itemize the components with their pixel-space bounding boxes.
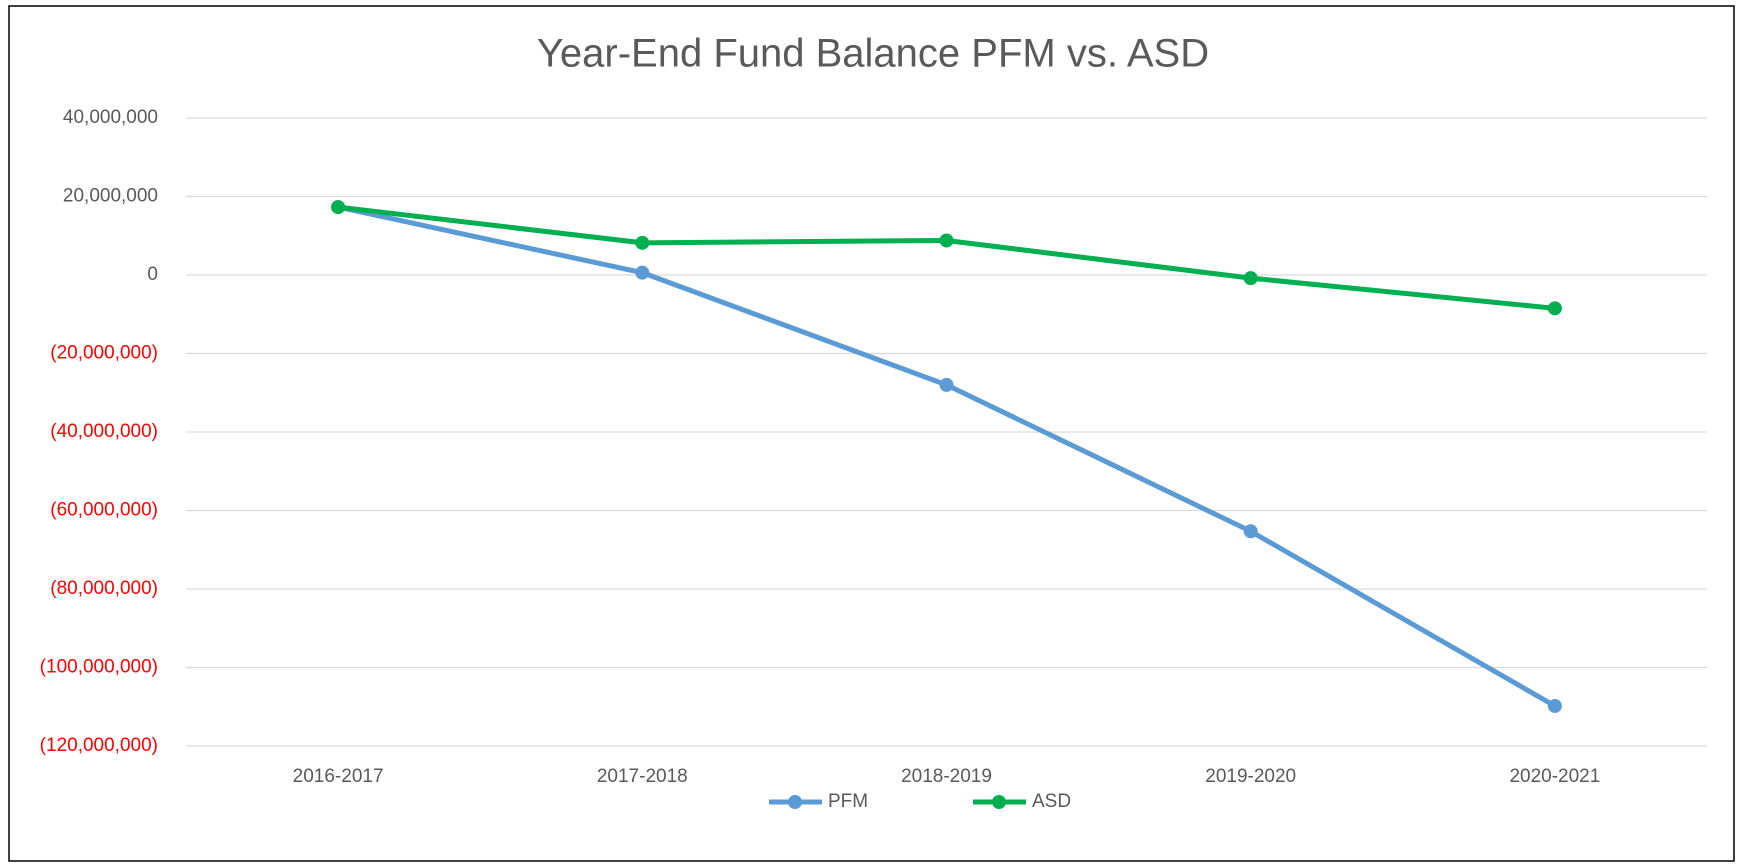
legend-label: ASD — [1032, 791, 1071, 812]
chart-border — [8, 5, 1735, 862]
data-point — [1243, 524, 1258, 539]
y-tick-label: (20,000,000) — [50, 343, 158, 364]
legend-label: PFM — [828, 791, 868, 812]
x-tick-label: 2017-2018 — [597, 766, 688, 787]
data-point — [1547, 698, 1562, 713]
x-tick-label: 2018-2019 — [901, 766, 992, 787]
data-point — [939, 377, 954, 392]
x-tick-label: 2019-2020 — [1205, 766, 1296, 787]
data-point — [635, 265, 650, 280]
data-point — [331, 200, 346, 215]
data-point — [1243, 271, 1258, 286]
x-tick-label: 2016-2017 — [293, 766, 384, 787]
data-point — [939, 233, 954, 248]
y-tick-label: 0 — [147, 264, 158, 285]
y-tick-label: (80,000,000) — [50, 578, 158, 599]
y-tick-label: (40,000,000) — [50, 421, 158, 442]
x-tick-label: 2020-2021 — [1509, 766, 1600, 787]
data-point — [635, 235, 650, 250]
y-tick-label: (60,000,000) — [50, 500, 158, 521]
chart-title: Year-End Fund Balance PFM vs. ASD — [537, 32, 1209, 76]
y-tick-label: 20,000,000 — [63, 186, 158, 207]
y-tick-label: 40,000,000 — [63, 107, 158, 128]
y-tick-label: (100,000,000) — [40, 657, 158, 678]
data-point — [1547, 301, 1562, 316]
legend-marker — [788, 795, 802, 809]
y-tick-label: (120,000,000) — [40, 735, 158, 756]
legend-marker — [992, 795, 1006, 809]
